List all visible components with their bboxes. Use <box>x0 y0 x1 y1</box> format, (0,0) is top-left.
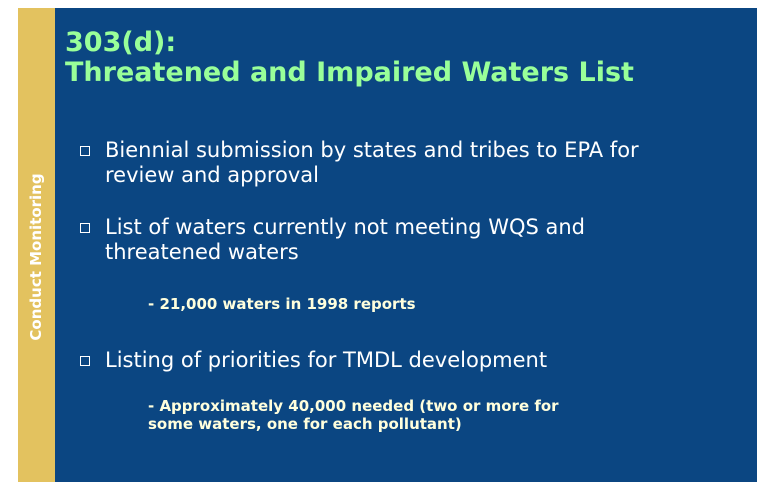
sidebar-text: Conduct Monitoring <box>27 173 45 341</box>
bullet-box <box>80 146 90 156</box>
bullet-text: Listing of priorities for TMDL developme… <box>105 348 559 373</box>
sub-bullet: - 21,000 waters in 1998 reports <box>148 295 585 313</box>
sub-line: - Approximately 40,000 needed (two or mo… <box>148 397 559 415</box>
sub-line: some waters, one for each pollutant) <box>148 415 462 433</box>
bullet-box <box>80 356 90 366</box>
title: 303(d): Threatened and Impaired Waters Li… <box>65 28 634 88</box>
bullet-box <box>80 223 90 233</box>
sidebar <box>18 8 55 482</box>
bullet-line: List of waters currently not meeting WQS… <box>105 215 585 239</box>
sub-bullet: - Approximately 40,000 needed (two or mo… <box>148 397 559 433</box>
bullet-line: Biennial submission by states and tribes… <box>105 138 639 162</box>
bullet-text: Biennial submission by states and tribes… <box>105 138 639 188</box>
bullet-line: review and approval <box>105 163 319 187</box>
bullet-line: threatened waters <box>105 240 299 264</box>
bullet: Biennial submission by states and tribes… <box>80 138 639 188</box>
content: 303(d): Threatened and Impaired Waters Li… <box>55 8 757 482</box>
bullet-line: Listing of priorities for TMDL developme… <box>105 348 548 372</box>
title-line: Threatened and Impaired Waters List <box>65 57 634 88</box>
bullet: Listing of priorities for TMDL developme… <box>80 348 559 433</box>
bullet: List of waters currently not meeting WQS… <box>80 215 585 313</box>
title-line: 303(d): <box>65 27 177 58</box>
bullet-text: List of waters currently not meeting WQS… <box>105 215 585 265</box>
sub-line: - 21,000 waters in 1998 reports <box>148 295 416 313</box>
